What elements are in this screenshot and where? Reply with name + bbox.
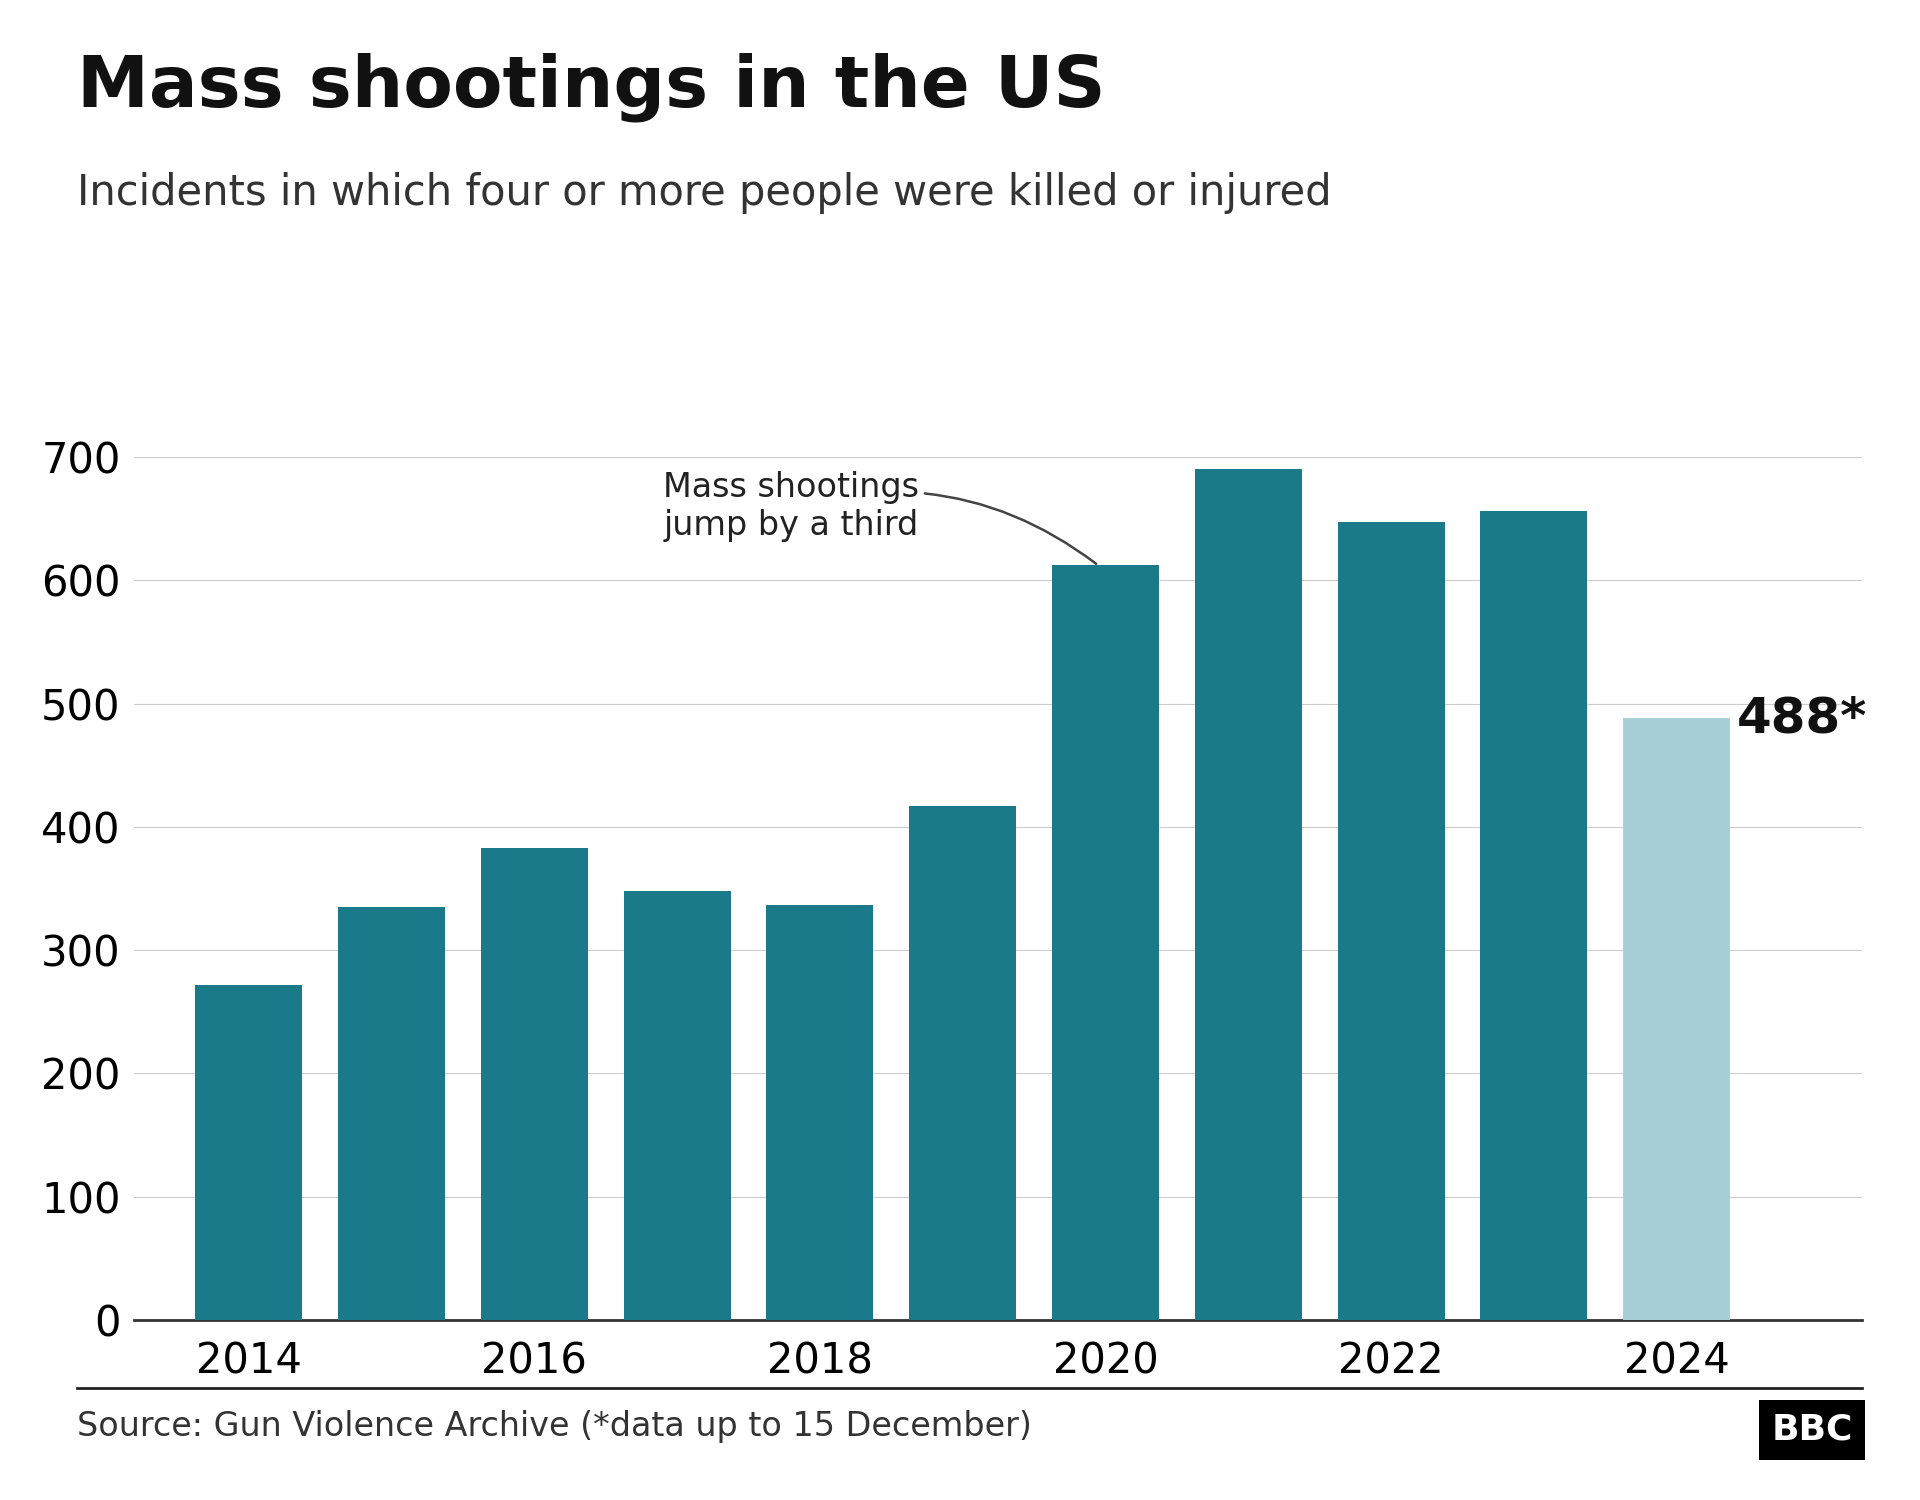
Text: Incidents in which four or more people were killed or injured: Incidents in which four or more people w… bbox=[77, 172, 1331, 214]
Bar bbox=[1338, 522, 1444, 1320]
Bar bbox=[624, 891, 732, 1320]
Text: Mass shootings in the US: Mass shootings in the US bbox=[77, 53, 1106, 122]
Bar bbox=[910, 806, 1016, 1320]
Text: Mass shootings
jump by a third: Mass shootings jump by a third bbox=[662, 471, 1096, 564]
Bar bbox=[480, 847, 588, 1320]
Bar bbox=[1480, 512, 1588, 1320]
Bar bbox=[1622, 718, 1730, 1320]
Bar bbox=[1194, 470, 1302, 1320]
Bar bbox=[196, 984, 301, 1320]
Bar bbox=[1052, 566, 1160, 1320]
Text: 488*: 488* bbox=[1738, 694, 1866, 742]
Text: Source: Gun Violence Archive (*data up to 15 December): Source: Gun Violence Archive (*data up t… bbox=[77, 1410, 1031, 1443]
Bar bbox=[766, 904, 874, 1320]
Bar bbox=[338, 908, 445, 1320]
Text: BBC: BBC bbox=[1772, 1413, 1853, 1448]
